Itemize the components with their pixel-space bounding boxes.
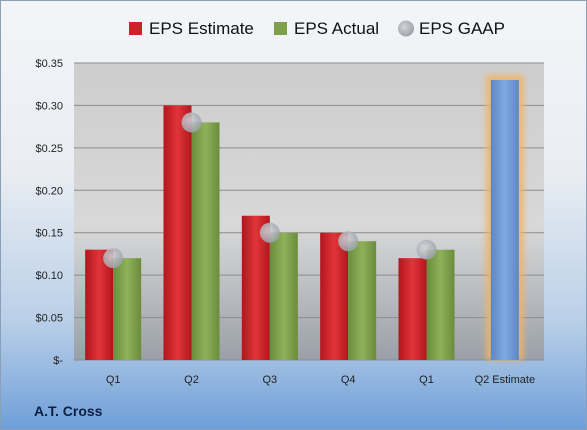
y-tick-label: $0.35 bbox=[35, 58, 63, 70]
dot-eps-gaap bbox=[338, 231, 359, 252]
bar-eps-estimate bbox=[398, 258, 427, 360]
bar-eps-actual bbox=[348, 241, 377, 360]
x-tick-label: Q1 bbox=[419, 374, 434, 386]
plot-area bbox=[74, 63, 544, 360]
bar-eps-estimate bbox=[85, 249, 114, 360]
bar-q2-estimate bbox=[490, 79, 519, 360]
y-tick-label: $0.15 bbox=[35, 228, 63, 240]
bar-eps-estimate bbox=[320, 232, 349, 360]
dot-eps-gaap bbox=[259, 222, 280, 243]
x-tick-label: Q3 bbox=[262, 374, 277, 386]
y-tick-label: $0.25 bbox=[35, 143, 63, 155]
x-tick-label: Q1 bbox=[106, 374, 121, 386]
bar-eps-estimate bbox=[163, 105, 192, 360]
legend-label: EPS GAAP bbox=[419, 19, 505, 38]
bar-eps-actual bbox=[191, 122, 220, 361]
dot-eps-gaap bbox=[103, 248, 124, 269]
bar-eps-actual bbox=[269, 232, 298, 360]
legend-swatch bbox=[274, 22, 287, 35]
x-tick-label: Q2 bbox=[184, 374, 199, 386]
y-tick-label: $- bbox=[53, 355, 63, 367]
dot-eps-gaap bbox=[181, 112, 202, 133]
company-name: A.T. Cross bbox=[34, 403, 103, 419]
bar-eps-actual bbox=[113, 258, 142, 360]
x-tick-label: Q4 bbox=[341, 374, 356, 386]
y-tick-label: $0.20 bbox=[35, 185, 63, 197]
eps-chart: $- $0.05 $0.10 $0.15 $0.20 $0.25 $0.30 $0.35 Q1… bbox=[35, 19, 544, 386]
legend-label: EPS Estimate bbox=[149, 19, 254, 38]
y-tick-label: $0.30 bbox=[35, 100, 63, 112]
legend-swatch bbox=[398, 20, 414, 37]
y-tick-label: $0.05 bbox=[35, 313, 63, 325]
bar-eps-actual bbox=[426, 249, 455, 360]
y-tick-label: $0.10 bbox=[35, 270, 63, 282]
legend-swatch bbox=[129, 22, 142, 35]
x-tick-label: Q2 Estimate bbox=[475, 374, 536, 386]
legend-label: EPS Actual bbox=[294, 19, 379, 38]
dot-eps-gaap bbox=[416, 239, 437, 260]
